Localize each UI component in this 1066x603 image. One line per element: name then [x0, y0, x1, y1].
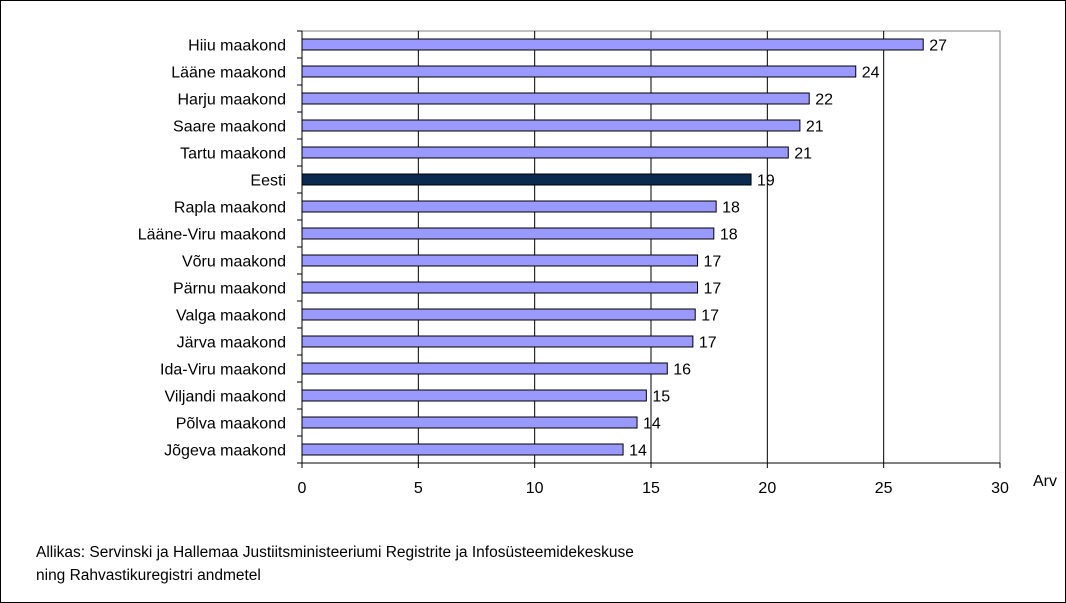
source-line-1: Allikas: Servinski ja Hallemaa Justiitsm… — [36, 544, 634, 561]
bar — [301, 362, 668, 375]
data-label: 21 — [806, 119, 824, 136]
category-label: Lääne maakond — [171, 65, 286, 82]
category-label: Ida-Viru maakond — [160, 362, 286, 379]
x-axis-title: Arv — [1033, 473, 1057, 490]
x-tick-label: 0 — [298, 480, 307, 497]
bar — [301, 65, 857, 78]
bar — [301, 335, 694, 348]
source-note: Allikas: Servinski ja Hallemaa Justiitsm… — [36, 541, 634, 587]
category-label: Tartu maakond — [180, 146, 286, 163]
bar — [301, 227, 715, 240]
data-label: 14 — [643, 416, 661, 433]
bar — [301, 92, 810, 105]
category-label: Valga maakond — [176, 308, 286, 325]
bar — [301, 416, 638, 429]
bar — [301, 146, 789, 159]
data-label: 18 — [722, 200, 740, 217]
data-label: 17 — [701, 308, 719, 325]
bar — [301, 173, 752, 186]
data-label: 27 — [929, 38, 947, 55]
bar — [301, 308, 696, 321]
source-line-2: ning Rahvastikuregistri andmetel — [36, 567, 261, 584]
bar — [301, 443, 624, 456]
data-label: 19 — [757, 173, 775, 190]
data-label: 16 — [673, 362, 691, 379]
category-label: Eesti — [250, 173, 286, 190]
bar — [301, 281, 699, 294]
data-label: 24 — [862, 65, 880, 82]
bar — [301, 389, 647, 402]
category-label: Hiiu maakond — [188, 38, 286, 55]
axis-ticks — [297, 30, 1001, 468]
category-label: Pärnu maakond — [173, 281, 286, 298]
category-label: Harju maakond — [178, 92, 287, 109]
data-label: 17 — [704, 254, 722, 271]
x-tick-label: 20 — [758, 480, 776, 497]
category-label: Jõgeva maakond — [164, 443, 286, 460]
category-label: Põlva maakond — [176, 416, 286, 433]
data-label: 21 — [794, 146, 812, 163]
data-label: 14 — [629, 443, 647, 460]
category-label: Saare maakond — [173, 119, 286, 136]
labels: Hiiu maakond 27 Lääne maakond 24 Harju maako… — [138, 38, 1057, 498]
x-tick-label: 25 — [875, 480, 893, 497]
x-tick-label: 15 — [642, 480, 660, 497]
category-label: Rapla maakond — [174, 200, 286, 217]
bar — [301, 254, 699, 267]
category-label: Viljandi maakond — [164, 389, 286, 406]
bar — [301, 38, 924, 51]
category-label: Lääne-Viru maakond — [138, 227, 286, 244]
data-label: 15 — [652, 389, 670, 406]
data-label: 17 — [699, 335, 717, 352]
x-tick-label: 10 — [526, 480, 544, 497]
data-label: 18 — [720, 227, 738, 244]
bar — [301, 119, 801, 132]
category-label: Võru maakond — [182, 254, 286, 271]
category-label: Järva maakond — [177, 335, 286, 352]
x-tick-label: 30 — [991, 480, 1009, 497]
x-tick-label: 5 — [414, 480, 423, 497]
bar — [301, 200, 717, 213]
data-label: 22 — [815, 92, 833, 109]
data-label: 17 — [704, 281, 722, 298]
